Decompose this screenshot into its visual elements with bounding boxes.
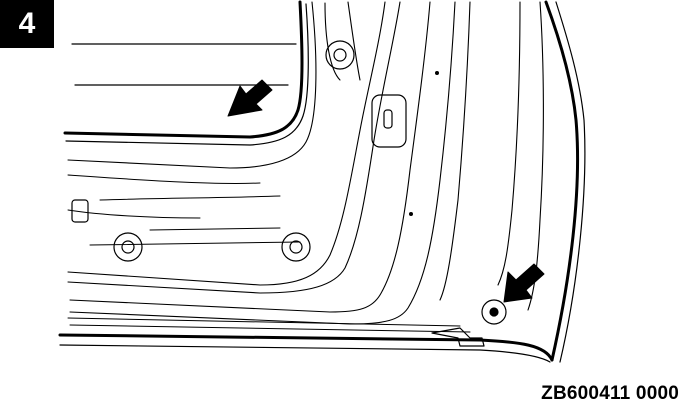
rivet-dots: [409, 71, 439, 216]
callout-arrow-upper: [227, 79, 273, 117]
arrow-icon: [227, 79, 273, 117]
door-structure-lines: [67, 0, 586, 363]
window-opening: [63, 0, 309, 146]
callout-arrow-lower: [503, 263, 545, 303]
inner-panel-ridges: [67, 174, 301, 246]
arrow-icon: [503, 263, 545, 303]
mounting-holes: [113, 40, 507, 325]
figure-code-label: ZB600411 0000: [541, 383, 679, 404]
step-number-badge: 4: [0, 0, 54, 48]
panel-cutouts: [71, 94, 485, 347]
door-bottom-edge: [58, 317, 554, 363]
